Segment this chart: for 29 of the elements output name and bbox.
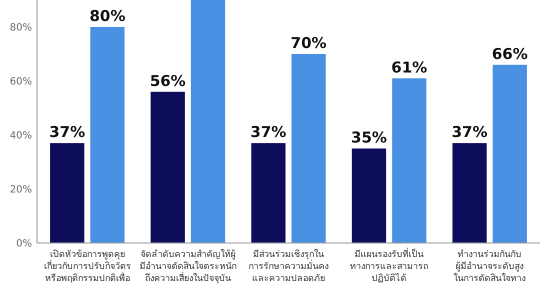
data-label: 66%	[492, 44, 528, 63]
data-label: 56%	[150, 72, 186, 90]
bar	[251, 143, 286, 243]
data-label: 80%	[89, 7, 126, 25]
bar	[90, 27, 125, 243]
bar	[50, 143, 84, 243]
data-label: 37%	[49, 123, 86, 142]
data-label: 35%	[351, 128, 387, 146]
bar	[392, 78, 426, 243]
bar	[352, 148, 386, 243]
x-tick-label: ทำงานร่วมกันกับ ผู้มีอำนาจระดับสูง ในการตัดสินใจทาง	[454, 249, 526, 284]
data-label: 70%	[290, 34, 327, 52]
y-tick-label: 80%	[10, 22, 32, 34]
y-tick-label: 20%	[10, 184, 32, 196]
bar	[292, 54, 326, 243]
x-tick-label: มีแผนรองรับที่เป็น ทางการและสามารถ ปฏิบัติได้	[350, 247, 428, 284]
y-tick-label: 40%	[10, 130, 32, 142]
bar	[452, 143, 487, 243]
data-label: 37%	[452, 123, 488, 142]
bar	[190, 0, 226, 243]
data-label: 37%	[250, 123, 286, 142]
x-tick-label: เปิดหัวข้อการพูดคุย เกี่ยวกับการปรับกิจวัตร หรือพฤติกรรมปกติเพื่อ	[44, 249, 131, 284]
y-tick-label: 0%	[16, 238, 32, 250]
x-tick-label: จัดลำดับความสำคัญให้ผู้ มีอำนาจตัดสินใจตระหนัก ถึงความเสี่ยงในปัจจุบัน	[139, 249, 236, 284]
data-label: 61%	[391, 58, 428, 76]
bar	[492, 64, 527, 243]
bar	[150, 92, 185, 243]
y-tick-label: 60%	[10, 76, 32, 88]
x-tick-label: มีส่วนร่วมเชิงรุกใน การรักษาความมั่นคง และความปลอดภัย	[248, 249, 328, 284]
